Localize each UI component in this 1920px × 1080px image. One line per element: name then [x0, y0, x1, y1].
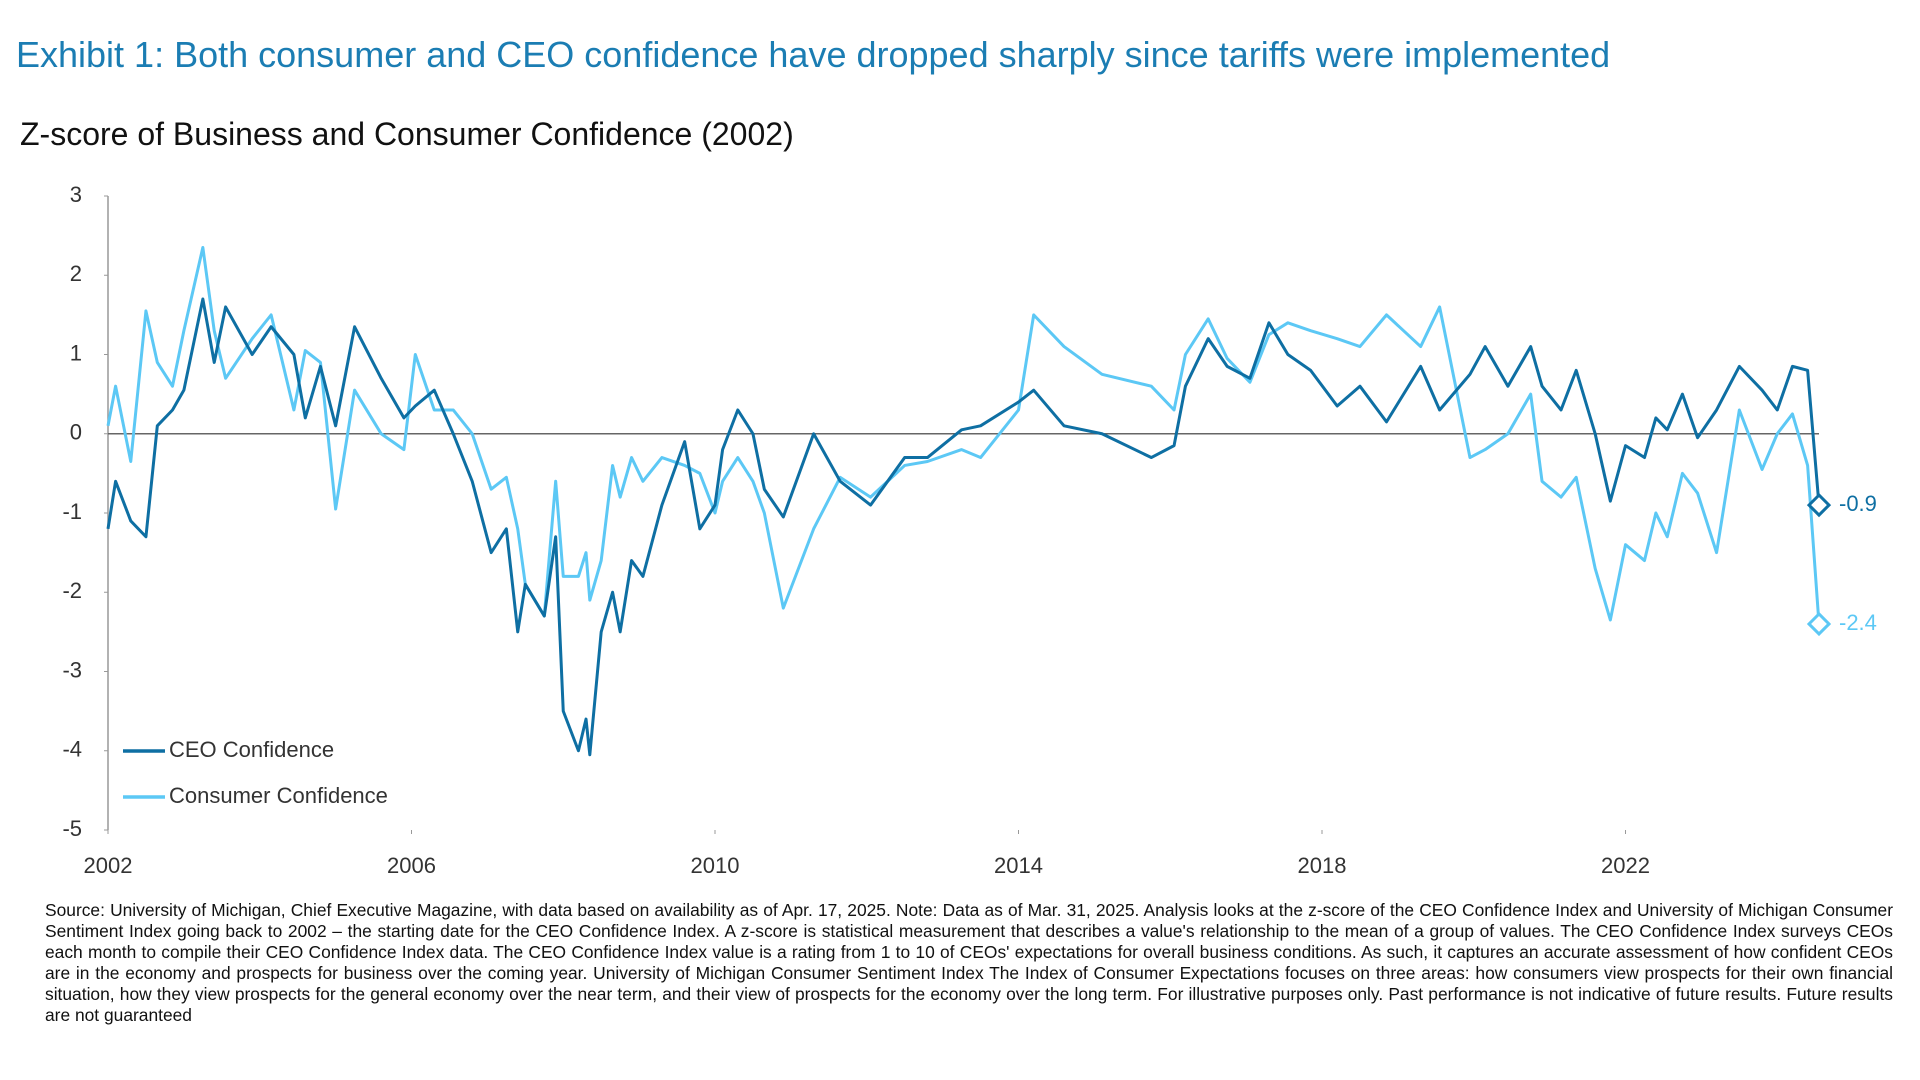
y-tick-label: 0	[70, 420, 82, 445]
y-tick-label: -2	[62, 578, 82, 603]
x-tick-label: 2010	[691, 853, 740, 878]
x-tick-label: 2006	[387, 853, 436, 878]
y-tick-label: -4	[62, 737, 82, 762]
y-tick-label: -1	[62, 499, 82, 524]
y-tick-label: -5	[62, 816, 82, 841]
legend-label: Consumer Confidence	[169, 783, 388, 808]
y-tick-label: 2	[70, 261, 82, 286]
x-tick-label: 2022	[1601, 853, 1650, 878]
end-label: -2.4	[1839, 610, 1877, 635]
y-tick-label: 3	[70, 182, 82, 207]
y-tick-label: -3	[62, 657, 82, 682]
series-line	[106, 246, 1821, 625]
x-tick-label: 2018	[1298, 853, 1347, 878]
x-tick-label: 2014	[994, 853, 1043, 878]
end-marker	[1806, 611, 1832, 637]
chart-subtitle: Z-score of Business and Consumer Confide…	[20, 116, 794, 152]
legend-label: CEO Confidence	[169, 737, 334, 762]
source-note: Source: University of Michigan, Chief Ex…	[45, 900, 1893, 1025]
end-label: -0.9	[1839, 491, 1877, 516]
x-tick-label: 2002	[84, 853, 133, 878]
end-marker	[1806, 492, 1832, 518]
chart-title: Exhibit 1: Both consumer and CEO confide…	[16, 34, 1611, 75]
series-line	[106, 297, 1821, 757]
y-tick-label: 1	[70, 340, 82, 365]
